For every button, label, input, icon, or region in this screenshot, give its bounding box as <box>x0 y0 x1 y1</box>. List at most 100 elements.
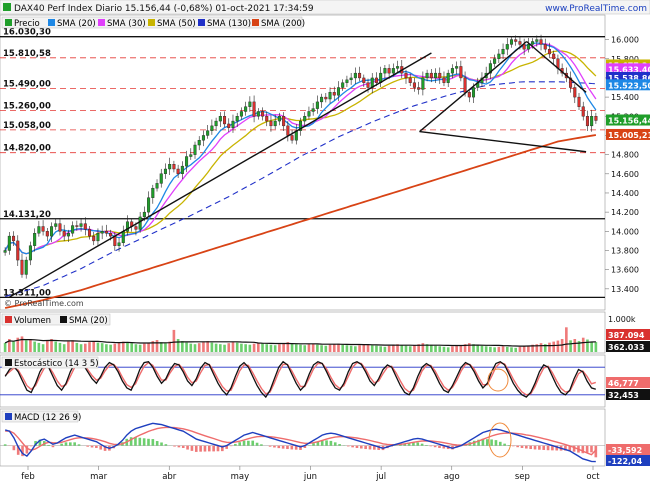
volume-bar <box>329 345 332 352</box>
level-label: 16.030,30 <box>3 28 51 38</box>
volume-bar <box>139 345 142 352</box>
candle <box>337 88 340 96</box>
volume-bar <box>282 343 285 352</box>
volume-bar <box>476 345 479 352</box>
volume-bar <box>523 346 526 352</box>
volume-bar <box>181 341 184 352</box>
macd-histogram-bar <box>277 446 280 448</box>
macd-histogram-bar <box>212 446 215 452</box>
stochastic-d-badge: 46,777 <box>608 379 639 388</box>
candle <box>396 66 399 68</box>
macd-histogram-bar <box>521 446 524 448</box>
volume-bar <box>4 343 7 352</box>
candle <box>312 109 315 112</box>
x-axis-label: ago <box>444 472 460 482</box>
candle <box>308 111 311 116</box>
macd-histogram-bar <box>160 442 163 445</box>
chart-title: DAX40 Perf Index Diario 15.156,44 (-0,68… <box>14 4 314 14</box>
volume-bar <box>206 341 209 352</box>
volume-bar <box>388 346 391 352</box>
macd-histogram-bar <box>52 446 55 448</box>
candle <box>240 111 243 116</box>
volume-bar <box>312 344 315 352</box>
macd-histogram-bar <box>516 446 519 448</box>
volume-bar <box>114 344 117 352</box>
svg-text:Estocástico (14 3 5): Estocástico (14 3 5) <box>14 359 99 369</box>
candle <box>375 78 378 83</box>
candle <box>430 73 433 78</box>
candle <box>168 164 171 169</box>
volume-bar <box>519 347 522 352</box>
volume-bar <box>143 344 146 352</box>
macd-histogram-bar <box>312 443 315 445</box>
site-url[interactable]: www.ProRealTime.com <box>545 4 647 14</box>
stochastic-k-badge: 32,453 <box>608 391 639 400</box>
macd-histogram-bar <box>204 446 207 452</box>
volume-bar <box>198 343 201 352</box>
volume-bar <box>430 345 433 352</box>
macd-histogram-bar <box>538 446 541 450</box>
candle <box>468 92 471 97</box>
candle <box>38 227 41 234</box>
volume-bar <box>227 343 230 352</box>
macd-histogram-bar <box>269 446 272 447</box>
candle <box>4 250 7 252</box>
volume-bar <box>451 346 454 352</box>
volume-bar <box>42 344 45 352</box>
candle <box>316 102 319 109</box>
volume-bar <box>177 339 180 352</box>
macd-histogram-bar <box>282 446 285 449</box>
volume-bar <box>126 342 129 352</box>
macd-histogram-bar <box>508 445 511 446</box>
candle <box>544 44 547 49</box>
macd-histogram-bar <box>425 445 428 446</box>
candle <box>46 231 49 236</box>
x-axis-label: may <box>231 472 250 482</box>
candle <box>50 227 53 237</box>
macd-histogram-bar <box>95 446 98 448</box>
candle <box>25 260 28 274</box>
candle <box>447 73 450 83</box>
candle <box>211 126 214 131</box>
candle <box>173 164 176 169</box>
volume-bar <box>71 340 74 352</box>
price-axis-label: 14.200 <box>611 208 639 217</box>
volume-bar <box>346 345 349 352</box>
candle <box>367 83 370 88</box>
candle <box>548 49 551 54</box>
macd-histogram-bar <box>147 439 150 446</box>
candle <box>582 107 585 117</box>
volume-bar <box>80 344 83 352</box>
candle <box>181 166 184 174</box>
candle <box>114 236 117 246</box>
macd-histogram-bar <box>503 444 506 446</box>
macd-histogram-bar <box>525 446 528 449</box>
candle <box>236 116 239 121</box>
price-axis-label: 16.000 <box>611 36 639 45</box>
volume-bar <box>405 346 408 352</box>
macd-histogram-bar <box>165 444 168 445</box>
svg-text:SMA (200): SMA (200) <box>261 19 305 29</box>
price-axis-label: 13.800 <box>611 246 639 255</box>
candle <box>101 231 104 233</box>
candle <box>388 68 391 73</box>
volume-bar <box>371 345 374 352</box>
volume-bar <box>147 343 150 352</box>
level-label: 15.490,00 <box>3 79 51 89</box>
candle <box>493 59 496 64</box>
volume-bar <box>122 342 125 352</box>
macd-histogram-bar <box>238 442 241 445</box>
volume-bar <box>236 343 239 352</box>
volume-bar <box>443 347 446 352</box>
macd-histogram-bar <box>186 446 189 450</box>
volume-bar <box>84 344 87 352</box>
candle <box>282 116 285 126</box>
candle <box>287 126 290 136</box>
candle <box>177 169 180 174</box>
volume-bar <box>438 346 441 352</box>
macd-histogram-bar <box>195 446 198 452</box>
price-axis-label: 14.600 <box>611 170 639 179</box>
candle <box>139 217 142 229</box>
candle <box>8 236 11 250</box>
